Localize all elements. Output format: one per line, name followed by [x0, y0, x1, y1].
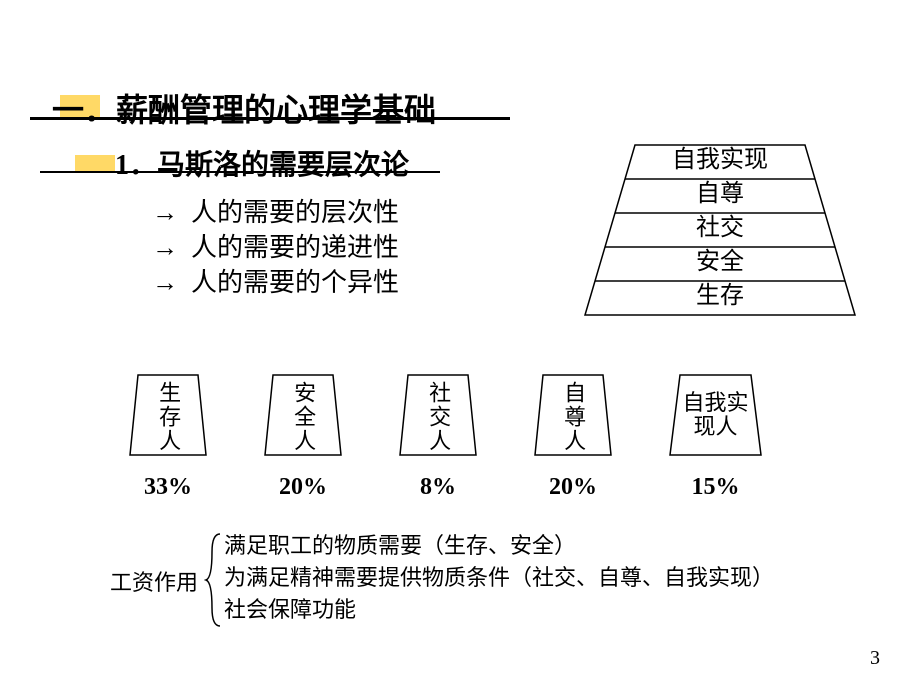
- pyramid-level: 社交: [580, 216, 860, 240]
- wage-lines: 满足职工的物质需要（生存、安全） 为满足精神需要提供物质条件（社交、自尊、自我实…: [224, 530, 774, 626]
- bullet-text: 人的需要的层次性: [191, 198, 399, 227]
- wage-line: 为满足精神需要提供物质条件（社交、自尊、自我实现）: [224, 562, 774, 594]
- maslow-pyramid: 自我实现 自尊 社交 安全 生存: [580, 140, 860, 320]
- bullet-item: → 人的需要的层次性: [152, 195, 399, 230]
- person-label: 社交人: [398, 370, 478, 460]
- person-label: 生存人: [128, 370, 208, 460]
- pyramid-level: 生存: [580, 284, 860, 308]
- wage-line: 社会保障功能: [224, 594, 774, 626]
- pyramid-level: 自尊: [580, 182, 860, 206]
- person-label: 安全人: [263, 370, 343, 460]
- pyramid-level: 安全: [580, 250, 860, 274]
- brace-icon: [204, 530, 224, 630]
- person-block: 社交人 8%: [398, 370, 478, 501]
- pyramid-level: 自我实现: [580, 148, 860, 172]
- subtitle: 1．马斯洛的需要层次论: [115, 143, 409, 183]
- persons-row: 生存人 33% 安全人 20% 社交人 8% 自尊人 20% 自我实 现人: [128, 370, 763, 501]
- bullet-text: 人的需要的递进性: [191, 233, 399, 262]
- person-percent: 20%: [279, 474, 327, 501]
- person-block: 生存人 33%: [128, 370, 208, 501]
- person-label-line1: 自我实: [682, 391, 748, 415]
- person-block: 安全人 20%: [263, 370, 343, 501]
- bullet-list: → 人的需要的层次性 → 人的需要的递进性 → 人的需要的个异性: [152, 195, 399, 300]
- wage-line: 满足职工的物质需要（生存、安全）: [224, 530, 774, 562]
- wage-label: 工资作用: [110, 565, 198, 597]
- page-number: 3: [870, 647, 880, 670]
- person-label: 自我实 现人: [668, 370, 763, 460]
- person-percent: 15%: [692, 474, 740, 501]
- bullet-item: → 人的需要的个异性: [152, 265, 399, 300]
- bullet-item: → 人的需要的递进性: [152, 230, 399, 265]
- main-title: 一．薪酬管理的心理学基础: [52, 85, 436, 131]
- person-percent: 33%: [144, 474, 192, 501]
- person-block: 自尊人 20%: [533, 370, 613, 501]
- person-label-line2: 现人: [693, 415, 737, 439]
- bullet-text: 人的需要的个异性: [191, 268, 399, 297]
- person-block: 自我实 现人 15%: [668, 370, 763, 501]
- person-percent: 8%: [420, 474, 456, 501]
- person-label: 自尊人: [533, 370, 613, 460]
- person-percent: 20%: [549, 474, 597, 501]
